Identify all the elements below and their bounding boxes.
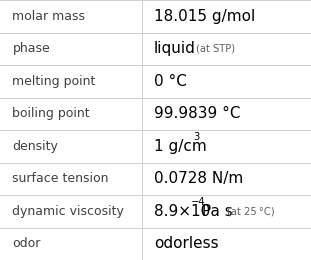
Text: molar mass: molar mass	[12, 10, 86, 23]
Text: (at STP): (at STP)	[196, 44, 235, 54]
Text: odor: odor	[12, 237, 41, 250]
Text: 0.0728 N/m: 0.0728 N/m	[154, 171, 243, 186]
Text: surface tension: surface tension	[12, 172, 109, 185]
Text: dynamic viscosity: dynamic viscosity	[12, 205, 124, 218]
Text: odorless: odorless	[154, 236, 219, 251]
Text: density: density	[12, 140, 58, 153]
Text: melting point: melting point	[12, 75, 96, 88]
Text: 18.015 g/mol: 18.015 g/mol	[154, 9, 255, 24]
Text: 8.9×10: 8.9×10	[154, 204, 210, 219]
Text: boiling point: boiling point	[12, 107, 90, 120]
Text: (at 25 °C): (at 25 °C)	[227, 206, 275, 216]
Text: 1 g/cm: 1 g/cm	[154, 139, 207, 154]
Text: 99.9839 °C: 99.9839 °C	[154, 106, 240, 121]
Text: 0 °C: 0 °C	[154, 74, 187, 89]
Text: −4: −4	[191, 197, 205, 207]
Text: 3: 3	[193, 132, 199, 142]
Text: liquid: liquid	[154, 41, 196, 56]
Text: phase: phase	[12, 42, 50, 55]
Text: Pa s: Pa s	[197, 204, 233, 219]
